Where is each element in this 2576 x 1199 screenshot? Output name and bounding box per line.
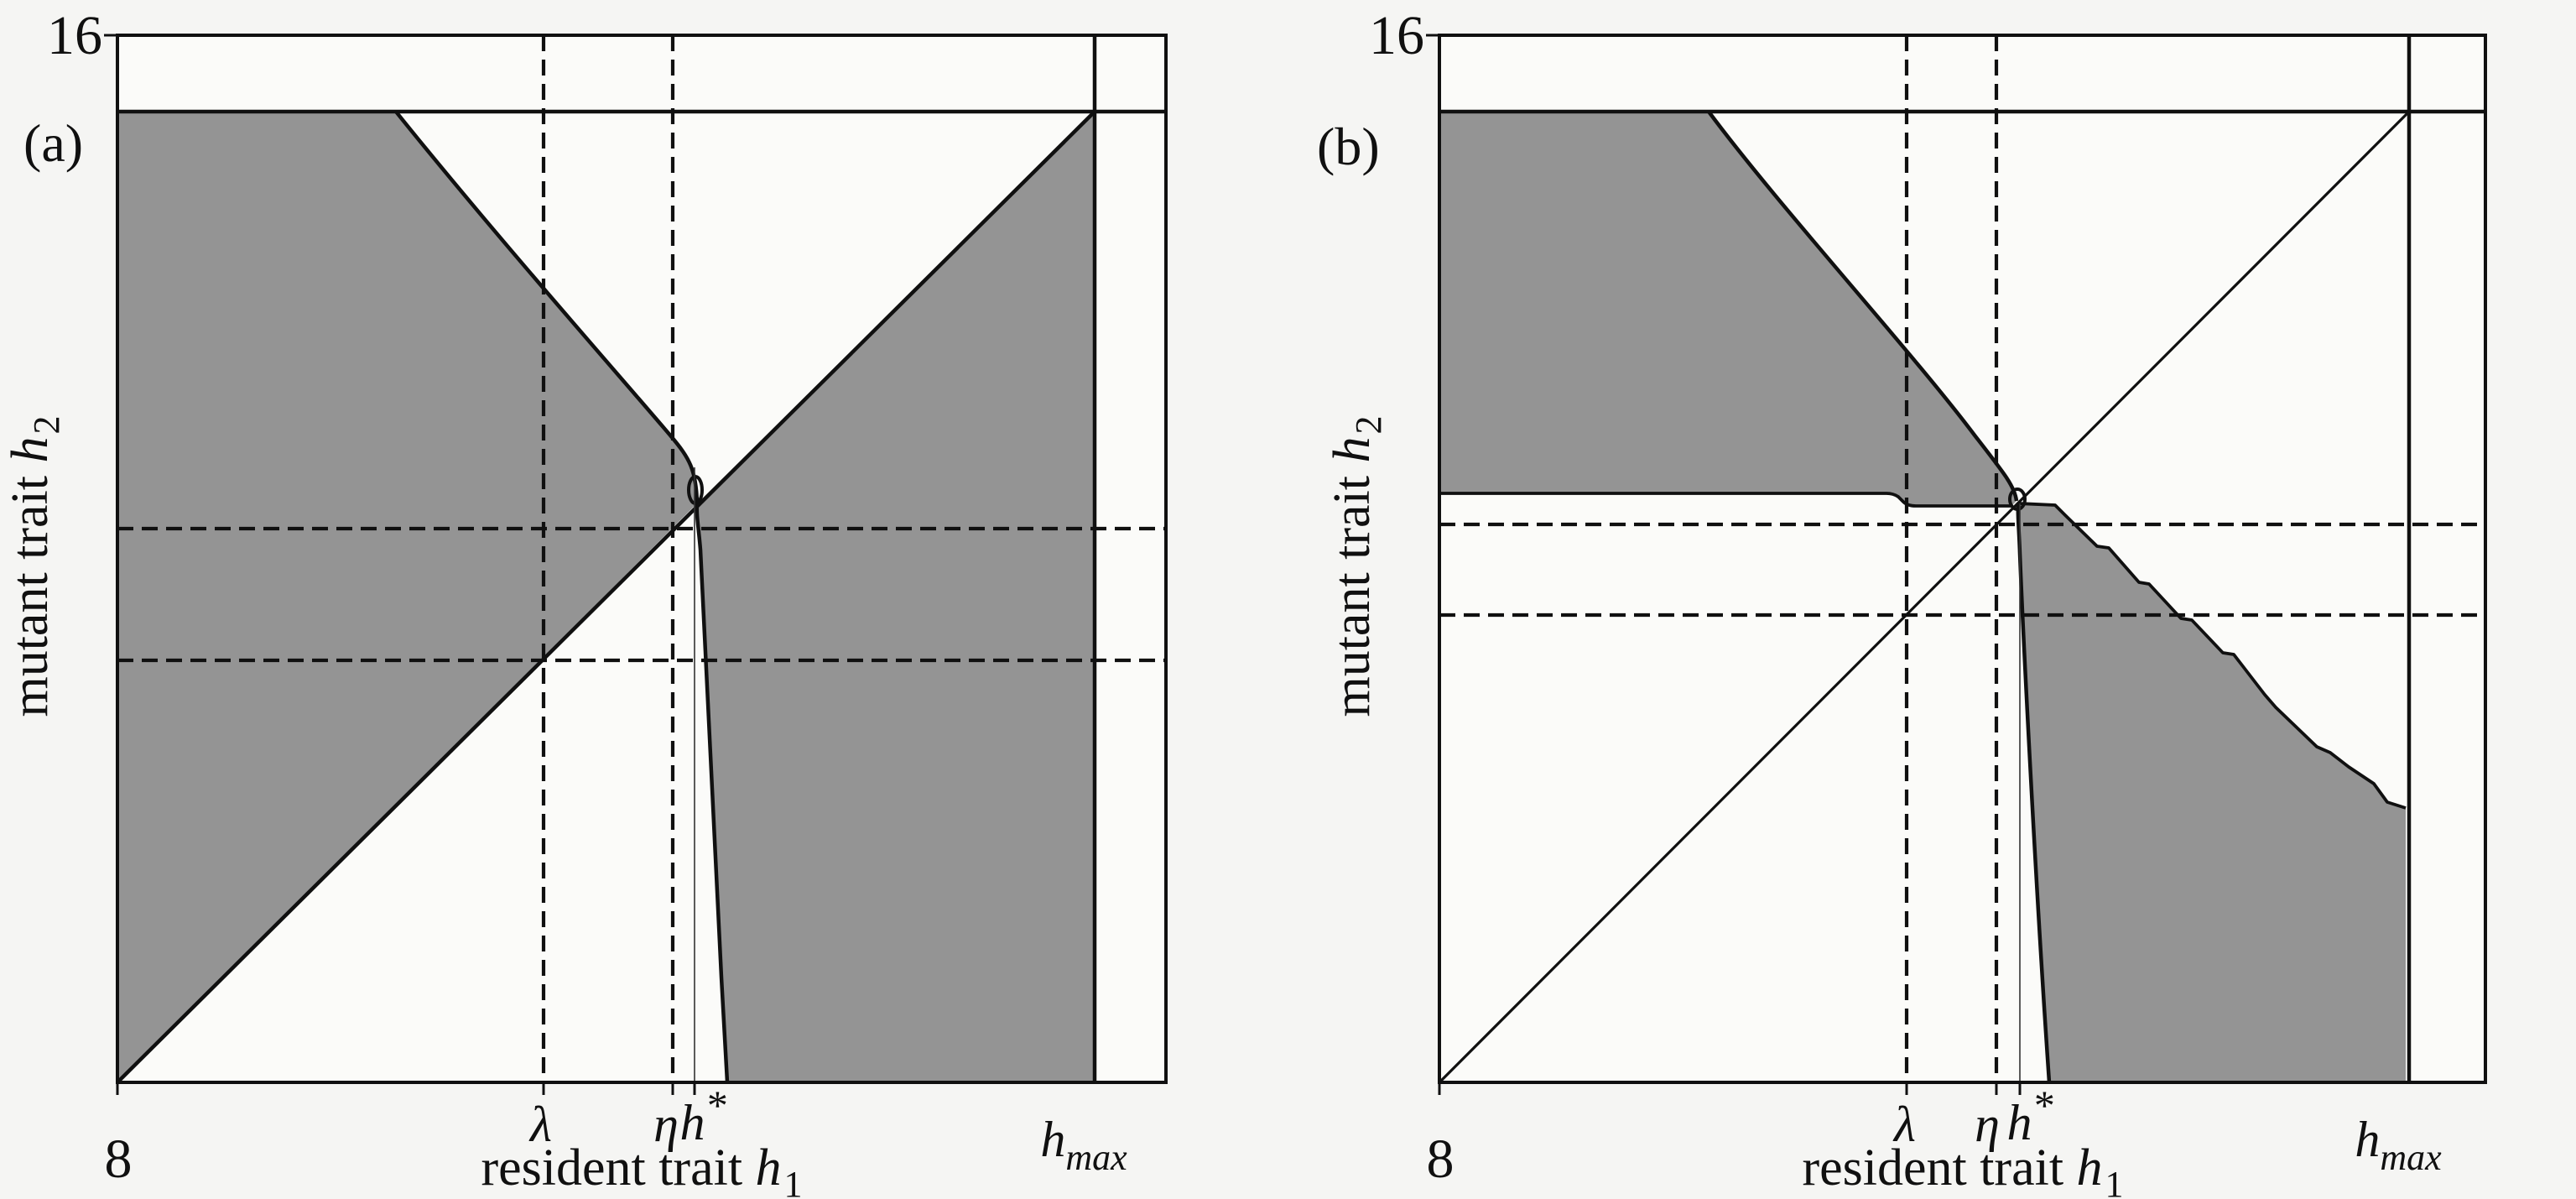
y-axis-max-label-b: 16: [1369, 5, 1424, 66]
hmax-base-a: h: [1040, 1112, 1065, 1167]
invasion-boundary-jagged-b: [2017, 502, 2407, 810]
x-axis-label-b: resident trait h1: [1802, 1139, 2123, 1199]
hstar-base-b: h: [2007, 1095, 2032, 1150]
origin-label-b: 8: [1427, 1129, 1455, 1190]
y-axis-text-a: mutant trait: [2, 462, 59, 717]
invasion-region-lower-right-a: [696, 112, 1095, 1082]
hstar-sup-a: *: [705, 1082, 726, 1129]
y-axis-max-label-a: 16: [47, 5, 102, 66]
panel-b: 16 8 λ η h* hmax (b) resident trait h1 m…: [1317, 5, 2487, 1199]
panel-a: 16 8 λ η h* hmax (a) resident trait h1 m…: [2, 5, 1168, 1199]
x-axis-label-a: resident trait h1: [481, 1139, 802, 1199]
x-axis-var-b: h: [2077, 1139, 2103, 1196]
hstar-sup-b: *: [2032, 1082, 2053, 1129]
x-axis-sub-a: 1: [784, 1164, 803, 1199]
hstar-tick-label-a: h*: [680, 1082, 726, 1150]
hmax-tick-label-b: hmax: [2355, 1112, 2442, 1178]
plot-frame-a: [116, 34, 1168, 1084]
y-axis-var-a: h: [2, 436, 59, 462]
x-axis-var-a: h: [756, 1139, 782, 1196]
lambda-tick-label-a: λ: [528, 1097, 552, 1152]
y-axis-sub-b: 2: [1348, 415, 1389, 434]
y-axis-label-b: mutant trait h 2: [1324, 415, 1389, 717]
invasion-boundary-lower-curve-a: [695, 503, 730, 1083]
x-axis-sub-b: 1: [2105, 1164, 2124, 1199]
y-axis-sub-a: 2: [26, 415, 67, 434]
singular-point-knot-a: [687, 475, 704, 505]
x-axis-text-a: resident trait: [481, 1139, 755, 1196]
invasion-boundary-upper-curve-a: [394, 110, 700, 504]
panel-tag-a: (a): [23, 113, 83, 173]
lambda-tick-label-b: λ: [1892, 1097, 1916, 1152]
invasion-region-upper-left-b: [1439, 112, 2017, 506]
origin-label-a: 8: [105, 1129, 133, 1190]
x-axis-text-b: resident trait: [1802, 1139, 2076, 1196]
invasion-region-upper-left-a: [117, 112, 697, 1082]
hmax-sub-b: max: [2380, 1137, 2442, 1178]
invasion-boundary-step-line-b: [1439, 492, 2011, 508]
hmax-base-b: h: [2355, 1112, 2380, 1167]
hstar-base-a: h: [680, 1095, 705, 1150]
hmax-tick-label-a: hmax: [1040, 1112, 1127, 1178]
diagonal-line-a: [116, 110, 1096, 1084]
hmax-sub-a: max: [1065, 1137, 1127, 1178]
eta-tick-label-a: η: [653, 1097, 679, 1152]
invasion-region-lower-right-b: [2017, 503, 2406, 1082]
plot-frame-b: [1438, 34, 2487, 1084]
eta-tick-label-b: η: [1975, 1097, 2000, 1152]
hstar-tick-label-b: h*: [2007, 1082, 2053, 1150]
y-axis-var-b: h: [1324, 436, 1381, 462]
singular-point-knot-b: [2008, 487, 2027, 511]
y-axis-text-b: mutant trait: [1324, 462, 1381, 717]
diagonal-line-b: [1438, 110, 2411, 1084]
panel-tag-b: (b): [1317, 117, 1380, 176]
invasion-boundary-upper-curve-b: [1707, 110, 2019, 502]
y-axis-label-a: mutant trait h 2: [2, 415, 67, 717]
invasion-boundary-lower-curve-b: [2016, 503, 2052, 1083]
